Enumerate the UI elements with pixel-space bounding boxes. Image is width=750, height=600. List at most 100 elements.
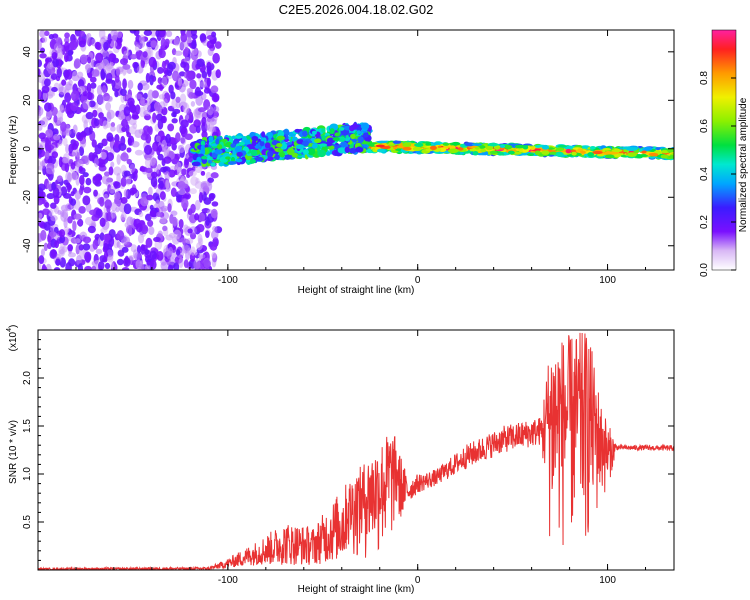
heatmap-cell [160, 37, 166, 49]
y-tick-label: 2.0 [22, 371, 33, 385]
heatmap-cell [215, 138, 220, 145]
heatmap-cell [196, 242, 203, 251]
snr-frame [37, 329, 675, 571]
heatmap-cell [541, 150, 550, 155]
x-tick-label: 100 [599, 275, 616, 286]
heatmap-cell [429, 145, 437, 151]
heatmap-cell [207, 177, 215, 183]
heatmap-cell [41, 85, 50, 94]
heatmap-cell [126, 131, 131, 138]
heatmap-cell [44, 202, 50, 208]
heatmap-cell [157, 230, 163, 238]
heatmap-cell [145, 237, 153, 248]
heatmap-cell [155, 113, 163, 121]
heatmap-cell [243, 139, 252, 145]
heatmap-cell [286, 148, 295, 156]
heatmap-cell [173, 229, 182, 240]
heatmap-cell [307, 148, 316, 155]
heatmap-cell [87, 56, 92, 64]
heatmap-cell [120, 214, 125, 221]
snr-panel: -100 0 100 0.5 1.0 1.5 2.0 Height of straight… [6, 325, 675, 595]
heatmap-cell [63, 52, 69, 63]
heatmap-cell [555, 147, 565, 152]
heatmap-cell [116, 258, 124, 266]
heatmap-cell [38, 255, 45, 265]
heatmap-cell [213, 106, 220, 113]
heatmap-cell [142, 125, 151, 136]
heatmap-cell [118, 142, 127, 152]
heatmap-cell [93, 118, 100, 127]
heatmap-cell [82, 243, 91, 251]
heatmap-cell [87, 225, 96, 234]
heatmap-cell [179, 237, 188, 244]
heatmap-cell [402, 142, 412, 147]
heatmap-cell [48, 33, 55, 40]
heatmap-y-axis: -40 -20 0 20 40 [22, 46, 674, 271]
heatmap-cell [120, 93, 126, 103]
heatmap-region-stable-signal [366, 140, 674, 161]
heatmap-cell [104, 199, 112, 210]
heatmap-cell [264, 142, 271, 149]
heatmap-cell [167, 203, 172, 213]
heatmap-cell [102, 120, 109, 130]
heatmap-cell [526, 153, 535, 157]
heatmap-cell [53, 114, 58, 123]
heatmap-cell [357, 136, 364, 144]
heatmap-cell [82, 195, 91, 206]
heatmap-cell [165, 133, 171, 144]
heatmap-cell [180, 119, 189, 128]
heatmap-cell [198, 253, 206, 259]
heatmap-cell [184, 158, 189, 166]
heatmap-cell [61, 157, 70, 164]
heatmap-cell [127, 97, 135, 107]
heatmap-x-label: Height of straight line (km) [298, 285, 415, 296]
heatmap-cell [57, 109, 64, 120]
heatmap-cell [158, 180, 164, 189]
heatmap-cell [260, 138, 266, 142]
heatmap-cell [200, 182, 208, 190]
heatmap-cell [325, 151, 331, 156]
heatmap-cell [44, 102, 52, 112]
heatmap-cell [95, 52, 104, 63]
heatmap-cell [103, 41, 109, 52]
heatmap-region-scattered-signal [189, 121, 373, 167]
heatmap-cell [106, 255, 114, 263]
heatmap-cell [38, 106, 44, 117]
heatmap-cell [122, 78, 127, 90]
heatmap-cell [197, 107, 206, 113]
heatmap-cell [529, 146, 536, 150]
heatmap-cell [238, 141, 245, 146]
heatmap-cell [193, 119, 201, 128]
heatmap-cell [105, 102, 112, 111]
heatmap-cell [138, 211, 144, 218]
heatmap-cell [38, 89, 42, 100]
heatmap-cell [205, 230, 210, 238]
heatmap-cell [50, 202, 57, 209]
heatmap-cell [205, 120, 210, 131]
heatmap-cell [191, 40, 197, 50]
heatmap-cell [146, 194, 154, 201]
heatmap-cell [218, 161, 224, 167]
heatmap-cell [121, 126, 127, 133]
heatmap-cell [210, 85, 219, 94]
heatmap-cell [188, 111, 194, 121]
heatmap-cell [114, 90, 119, 98]
heatmap-cell [129, 163, 136, 173]
heatmap-cell [230, 156, 236, 163]
heatmap-cell [92, 175, 101, 186]
heatmap-cell [135, 222, 143, 233]
heatmap-cell [225, 148, 232, 153]
heatmap-cell [120, 58, 128, 66]
heatmap-cell [121, 246, 129, 253]
heatmap-cell [182, 102, 190, 114]
heatmap-cell [113, 181, 121, 189]
heatmap-cell [155, 135, 161, 143]
heatmap-cell [201, 130, 208, 139]
heatmap-cell [129, 104, 137, 113]
heatmap-cell [618, 152, 624, 156]
heatmap-cell [80, 54, 88, 65]
heatmap-cell [127, 79, 134, 90]
heatmap-cell [107, 33, 112, 45]
heatmap-cell [38, 132, 47, 140]
heatmap-cell [236, 151, 243, 157]
